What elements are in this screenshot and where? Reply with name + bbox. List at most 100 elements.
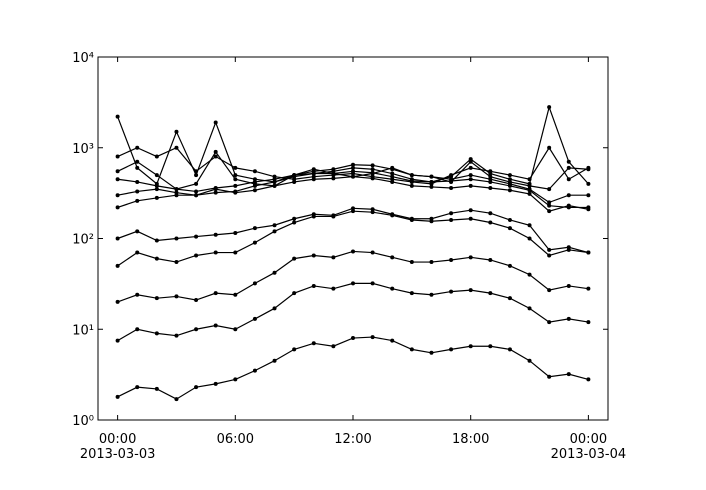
data-point	[449, 186, 454, 191]
x-tick-label-line: 00:00	[99, 432, 136, 447]
data-point	[468, 183, 473, 188]
data-point	[468, 216, 473, 221]
data-point	[272, 174, 277, 179]
y-tick-label: 10³	[72, 142, 94, 157]
data-point	[488, 344, 493, 349]
data-point	[449, 211, 454, 216]
data-point	[488, 174, 493, 179]
data-point	[468, 344, 473, 349]
data-point	[390, 255, 395, 260]
data-point	[351, 209, 355, 214]
x-tick-label-line: 06:00	[217, 432, 254, 447]
data-point	[488, 257, 493, 262]
data-point	[292, 291, 297, 296]
data-point	[488, 211, 493, 216]
data-point	[331, 286, 336, 291]
data-point	[233, 230, 238, 235]
data-point	[252, 281, 257, 286]
data-point	[527, 306, 532, 311]
data-point	[252, 181, 257, 186]
data-point	[233, 173, 238, 178]
data-point	[194, 189, 199, 194]
data-point	[566, 165, 571, 170]
data-point	[115, 236, 120, 241]
data-point	[409, 216, 414, 221]
data-point	[547, 209, 552, 214]
data-point	[115, 193, 120, 198]
data-point	[135, 229, 140, 234]
data-point	[370, 210, 375, 215]
data-point	[115, 114, 120, 119]
data-point	[292, 179, 297, 184]
data-point	[507, 226, 512, 231]
data-point	[566, 177, 571, 182]
data-point	[115, 263, 120, 268]
data-point	[547, 374, 552, 379]
data-point	[429, 184, 434, 189]
data-point	[174, 294, 179, 299]
data-point	[409, 179, 414, 184]
data-point	[370, 335, 375, 340]
data-point	[390, 286, 395, 291]
data-point	[547, 288, 552, 293]
y-tick-label: 10⁰	[72, 414, 94, 429]
data-point	[292, 173, 297, 178]
data-point	[566, 159, 571, 164]
data-point	[566, 283, 571, 288]
data-point	[409, 347, 414, 352]
data-point	[586, 193, 591, 198]
data-point	[292, 347, 297, 352]
data-point	[390, 171, 395, 176]
x-tick-label: 12:00	[334, 432, 371, 447]
data-point	[527, 236, 532, 241]
data-point	[135, 189, 140, 194]
data-point	[547, 105, 552, 110]
data-point	[507, 263, 512, 268]
data-point	[233, 292, 238, 297]
data-point	[115, 169, 120, 174]
data-point	[272, 183, 277, 188]
data-point	[331, 344, 336, 349]
data-point	[566, 316, 571, 321]
data-point	[409, 183, 414, 188]
data-point	[115, 177, 120, 182]
data-point	[527, 177, 532, 182]
data-point	[154, 154, 159, 159]
data-point	[409, 260, 414, 265]
data-point	[115, 394, 120, 399]
data-point	[586, 286, 591, 291]
data-point	[213, 323, 218, 328]
data-point	[272, 306, 277, 311]
data-point	[331, 255, 336, 260]
data-point	[351, 165, 355, 170]
data-point	[213, 232, 218, 237]
data-point	[154, 181, 159, 186]
data-point	[507, 188, 512, 193]
data-point	[292, 220, 297, 225]
data-point	[586, 207, 591, 212]
data-point	[213, 381, 218, 386]
data-point	[135, 145, 140, 150]
series-line	[117, 176, 589, 212]
data-point	[586, 167, 591, 172]
data-point	[547, 200, 552, 205]
data-point	[390, 165, 395, 170]
data-point	[507, 217, 512, 222]
data-point	[547, 253, 552, 258]
data-point	[272, 358, 277, 363]
data-point	[213, 154, 218, 159]
data-point	[311, 171, 316, 176]
data-point	[174, 236, 179, 241]
data-point	[174, 145, 179, 150]
x-tick-label-line: 12:00	[334, 432, 371, 447]
data-point	[566, 203, 571, 208]
data-point	[252, 240, 257, 245]
series-line	[117, 210, 589, 267]
data-point	[311, 283, 316, 288]
data-point	[586, 181, 591, 186]
data-point	[527, 223, 532, 228]
x-tick-label: 00:00 2013-03-03	[80, 432, 156, 462]
data-point	[566, 193, 571, 198]
data-point	[429, 174, 434, 179]
